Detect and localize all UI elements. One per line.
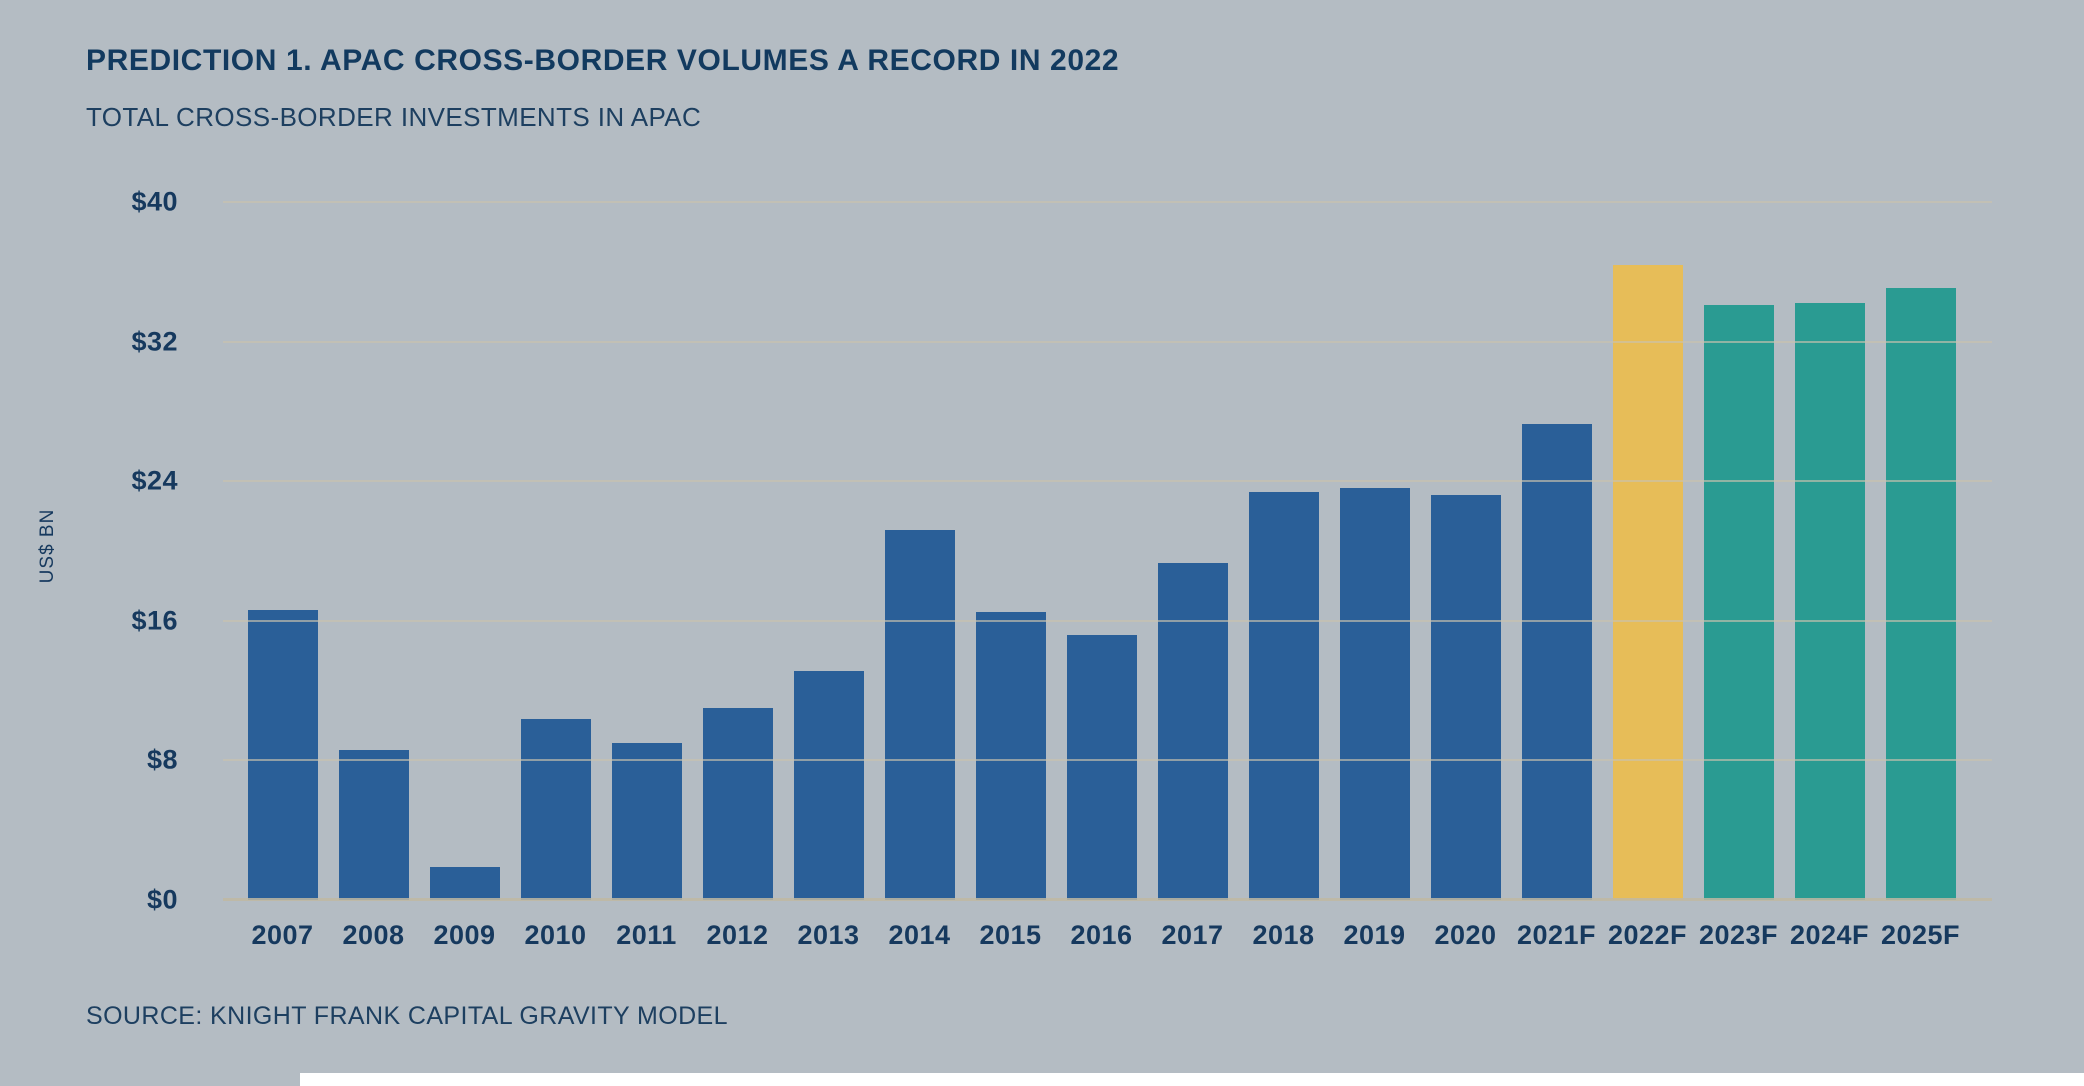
bar-2024F bbox=[1794, 303, 1865, 900]
x-axis-label-2025F: 2025F bbox=[1880, 920, 1961, 950]
bar-column-2017 bbox=[1147, 202, 1238, 900]
bar-2025F bbox=[1885, 287, 1956, 900]
bar-2013 bbox=[793, 671, 864, 900]
bar-column-2013 bbox=[783, 202, 874, 900]
x-axis-label-2021F: 2021F bbox=[1516, 920, 1597, 950]
bar-2017 bbox=[1157, 563, 1228, 900]
bar-2012 bbox=[702, 708, 773, 900]
bar-2016 bbox=[1066, 634, 1137, 900]
x-axis-label-2017: 2017 bbox=[1161, 920, 1224, 950]
x-axis-label-2015: 2015 bbox=[979, 920, 1042, 950]
x-axis-label-2019: 2019 bbox=[1343, 920, 1406, 950]
bars-row bbox=[237, 202, 1966, 900]
x-axis-label-2010: 2010 bbox=[524, 920, 587, 950]
bar-column-2012 bbox=[692, 202, 783, 900]
bar-2015 bbox=[975, 612, 1046, 900]
bar-2022F bbox=[1612, 264, 1683, 900]
x-axis-label-2016: 2016 bbox=[1070, 920, 1133, 950]
x-axis-label-2008: 2008 bbox=[342, 920, 405, 950]
bar-column-2014 bbox=[874, 202, 965, 900]
bar-column-2010 bbox=[510, 202, 601, 900]
x-axis-label-2007: 2007 bbox=[251, 920, 314, 950]
y-tick-label-$16: $16 bbox=[131, 605, 178, 636]
x-axis-labels: 2007 2008 2009 2010 2011 2012 2013 2014 2015 2016… bbox=[237, 920, 1966, 951]
chart-title: PREDICTION 1. APAC CROSS-BORDER VOLUMES … bbox=[86, 44, 1120, 77]
plot-area: 2007 2008 2009 2010 2011 2012 2013 2014 2015 2016… bbox=[131, 187, 1992, 950]
bar-column-2007 bbox=[237, 202, 328, 900]
bar-column-2022F bbox=[1602, 202, 1693, 900]
bar-2014 bbox=[884, 530, 955, 900]
bar-column-2009 bbox=[419, 202, 510, 900]
x-axis-label-2013: 2013 bbox=[797, 920, 860, 950]
bar-column-2020 bbox=[1420, 202, 1511, 900]
y-tick-label-$24: $24 bbox=[131, 465, 178, 496]
bar-column-2024F bbox=[1784, 202, 1875, 900]
bar-2008 bbox=[338, 749, 409, 900]
page-bottom-strip bbox=[300, 1073, 2084, 1086]
bar-column-2018 bbox=[1238, 202, 1329, 900]
bar-column-2025F bbox=[1875, 202, 1966, 900]
bar-2020 bbox=[1430, 495, 1501, 900]
y-tick-label-$40: $40 bbox=[131, 186, 178, 217]
bar-2021F bbox=[1521, 423, 1592, 900]
x-axis-label-2012: 2012 bbox=[706, 920, 769, 950]
bar-column-2021F bbox=[1511, 202, 1602, 900]
source-note: SOURCE: KNIGHT FRANK CAPITAL GRAVITY MOD… bbox=[86, 1002, 728, 1030]
bar-column-2015 bbox=[965, 202, 1056, 900]
bar-2007 bbox=[247, 610, 318, 900]
x-axis-label-2011: 2011 bbox=[616, 920, 677, 950]
bar-2009 bbox=[429, 866, 500, 900]
y-tick-label-$32: $32 bbox=[131, 326, 178, 357]
x-axis-label-2022F: 2022F bbox=[1607, 920, 1688, 950]
y-tick-label-$0: $0 bbox=[146, 884, 178, 915]
bar-2018 bbox=[1248, 491, 1319, 900]
bar-column-2016 bbox=[1056, 202, 1147, 900]
bar-2019 bbox=[1339, 488, 1410, 900]
bar-column-2019 bbox=[1329, 202, 1420, 900]
bar-column-2023F bbox=[1693, 202, 1784, 900]
x-axis-label-2014: 2014 bbox=[888, 920, 951, 950]
x-axis-label-2018: 2018 bbox=[1252, 920, 1315, 950]
x-axis-label-2009: 2009 bbox=[433, 920, 496, 950]
chart-subtitle: TOTAL CROSS-BORDER INVESTMENTS IN APAC bbox=[86, 102, 702, 132]
bar-2010 bbox=[520, 718, 591, 900]
y-tick-label-$8: $8 bbox=[146, 744, 178, 775]
bar-column-2011 bbox=[601, 202, 692, 900]
y-axis-title: US$ BN bbox=[37, 508, 58, 584]
x-axis-label-2024F: 2024F bbox=[1789, 920, 1870, 950]
bar-2023F bbox=[1703, 304, 1774, 900]
x-axis-label-2020: 2020 bbox=[1434, 920, 1497, 950]
bar-column-2008 bbox=[328, 202, 419, 900]
x-axis-label-2023F: 2023F bbox=[1698, 920, 1779, 950]
bar-2011 bbox=[611, 742, 682, 900]
